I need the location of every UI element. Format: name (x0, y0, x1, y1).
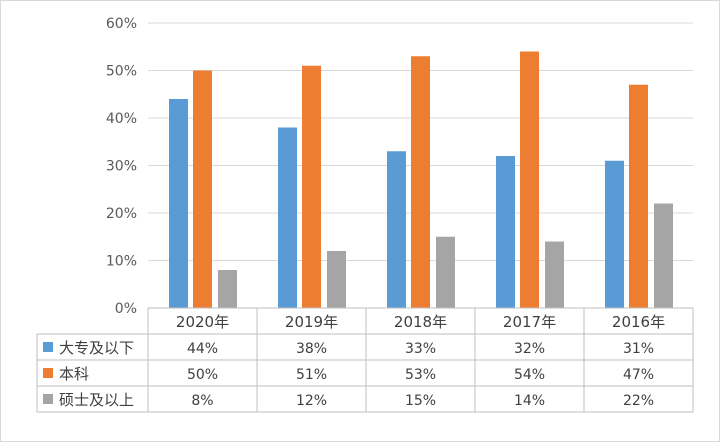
data-label: 32% (514, 341, 545, 357)
x-tick-label: 2017年 (503, 313, 556, 331)
legend-label: 大专及以下 (59, 339, 134, 357)
x-tick-label: 2016年 (612, 313, 665, 331)
y-tick-label: 10% (106, 254, 137, 270)
bar (411, 56, 430, 308)
legend-label: 本科 (59, 365, 89, 383)
x-tick-label: 2018年 (394, 313, 447, 331)
x-tick-label: 2019年 (285, 313, 338, 331)
bar (629, 84, 648, 308)
y-tick-label: 50% (106, 64, 137, 80)
legend-swatch (43, 394, 53, 404)
y-axis-tick-labels: 0% 10% 20% 30% 40% 50% 60% (106, 16, 137, 317)
x-tick-label: 2020年 (176, 313, 229, 331)
bar (218, 270, 237, 308)
data-label: 50% (187, 367, 218, 383)
bar (387, 151, 406, 308)
y-tick-label: 40% (106, 111, 137, 127)
bar (193, 70, 212, 308)
legend-swatch (43, 368, 53, 378)
y-tick-label: 30% (106, 159, 137, 175)
bars (169, 51, 673, 308)
data-label: 47% (623, 367, 654, 383)
data-label: 54% (514, 367, 545, 383)
data-label: 38% (296, 341, 327, 357)
bar (545, 241, 564, 308)
bar (327, 251, 346, 308)
data-label: 15% (405, 393, 436, 409)
data-label: 12% (296, 393, 327, 409)
bar (169, 99, 188, 308)
bar (654, 203, 673, 308)
data-label: 14% (514, 393, 545, 409)
data-label: 44% (187, 341, 218, 357)
data-label: 8% (191, 393, 213, 409)
data-label: 51% (296, 367, 327, 383)
bar (278, 127, 297, 308)
y-tick-label: 60% (106, 16, 137, 32)
y-tick-label: 0% (115, 301, 137, 317)
data-label: 33% (405, 341, 436, 357)
bar (496, 156, 515, 308)
bar (605, 160, 624, 308)
data-label: 31% (623, 341, 654, 357)
bar (302, 65, 321, 308)
data-label: 22% (623, 393, 654, 409)
legend-swatch (43, 342, 53, 352)
bar (436, 236, 455, 308)
data-label: 53% (405, 367, 436, 383)
y-tick-label: 20% (106, 206, 137, 222)
bar (520, 51, 539, 308)
legend-label: 硕士及以上 (59, 391, 134, 409)
